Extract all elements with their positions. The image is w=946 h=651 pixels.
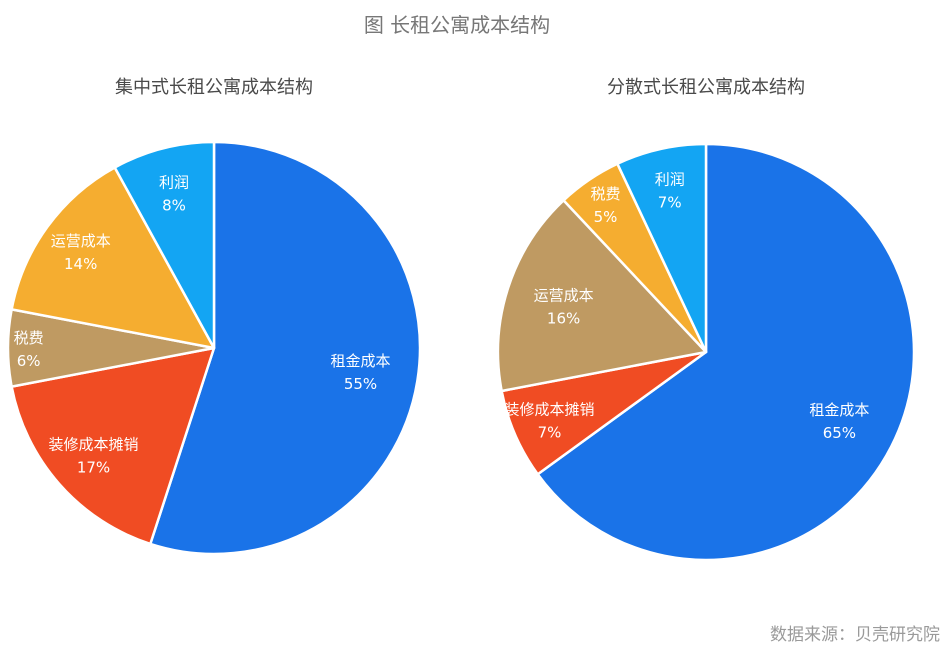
pie-slice-centralized-1 [10, 346, 216, 546]
slice-value-centralized-2: 6% [17, 352, 41, 370]
slice-label-decentralized-1: 装修成本摊销 [504, 401, 594, 419]
slice-value-centralized-1: 17% [77, 458, 110, 476]
pie-slice-decentralized-4 [616, 142, 708, 354]
slice-label-decentralized-4: 利润 [655, 171, 685, 189]
slice-value-decentralized-4: 7% [658, 194, 682, 212]
pie-slice-centralized-4 [113, 140, 216, 350]
slice-label-decentralized-3: 税费 [590, 185, 620, 203]
slice-label-centralized-0: 租金成本 [330, 352, 390, 370]
slice-label-centralized-4: 利润 [159, 173, 189, 191]
pie-slice-centralized-0 [149, 140, 422, 556]
slice-label-centralized-3: 运营成本 [51, 232, 111, 250]
slice-label-decentralized-0: 租金成本 [809, 401, 869, 419]
slice-label-decentralized-2: 运营成本 [534, 287, 594, 305]
slice-value-centralized-4: 8% [162, 196, 186, 214]
chart-title-centralized: 集中式长租公寓成本结构 [115, 77, 313, 98]
slice-value-decentralized-0: 65% [823, 424, 856, 442]
chart-title-decentralized: 分散式长租公寓成本结构 [607, 77, 805, 98]
source-note: 数据来源：贝壳研究院 [770, 625, 940, 645]
slice-value-decentralized-1: 7% [538, 424, 562, 442]
slice-value-centralized-3: 14% [64, 255, 97, 273]
slice-value-centralized-0: 55% [344, 375, 377, 393]
pie-slice-decentralized-0 [536, 142, 916, 562]
slice-value-decentralized-3: 5% [594, 208, 618, 226]
slice-label-centralized-1: 装修成本摊销 [48, 435, 138, 453]
slice-label-centralized-2: 税费 [14, 329, 44, 347]
pie-slice-decentralized-2 [496, 199, 708, 393]
pie-slice-centralized-3 [10, 166, 216, 350]
slice-value-decentralized-2: 16% [547, 310, 580, 328]
figure-title: 图 长租公寓成本结构 [363, 13, 551, 37]
